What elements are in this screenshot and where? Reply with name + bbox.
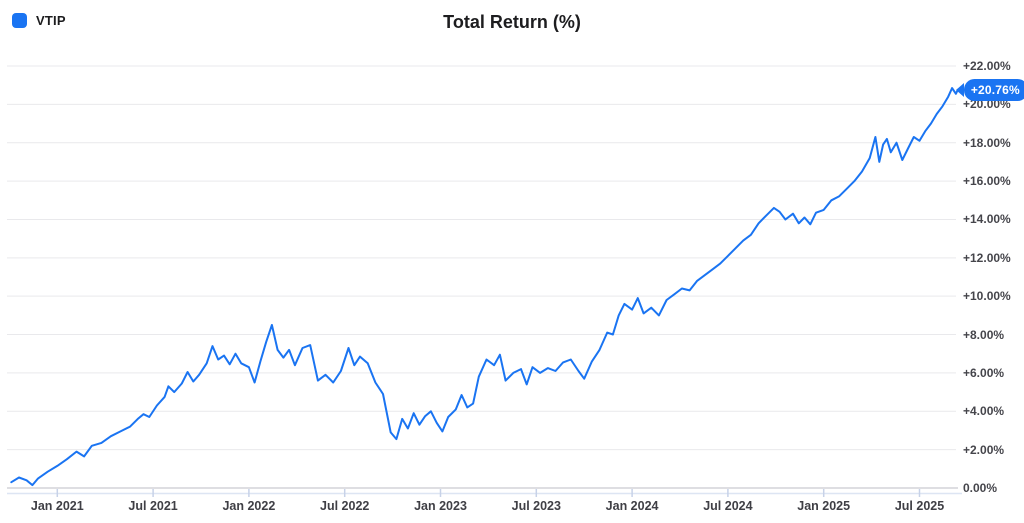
y-tick-label: +18.00% xyxy=(963,135,1011,150)
y-tick-label: +12.00% xyxy=(963,250,1011,265)
y-tick-label: +22.00% xyxy=(963,59,1011,73)
chart-title: Total Return (%) xyxy=(443,12,581,32)
y-tick-label: +6.00% xyxy=(963,365,1005,380)
x-tick-label: Jul 2021 xyxy=(128,499,178,513)
y-tick-label: +14.00% xyxy=(963,212,1011,227)
y-tick-label: 0.00% xyxy=(963,481,998,495)
y-tick-label: +10.00% xyxy=(963,289,1011,304)
x-tick-label: Jan 2021 xyxy=(30,499,84,513)
x-tick-label: Jul 2025 xyxy=(894,499,945,513)
x-tick-label: Jan 2025 xyxy=(797,499,851,513)
last-value-badge: +20.76% xyxy=(955,79,1024,102)
legend-label: VTIP xyxy=(36,13,66,28)
x-tick-label: Jul 2022 xyxy=(320,499,370,513)
badge-arrow-icon xyxy=(955,83,964,98)
x-tick-label: Jan 2023 xyxy=(414,499,467,513)
x-tick-label: Jan 2022 xyxy=(222,499,276,513)
x-tick-label: Jul 2024 xyxy=(703,499,753,513)
badge-value: +20.76% xyxy=(963,79,1024,102)
y-tick-label: +2.00% xyxy=(963,442,1005,457)
vtip-line-series[interactable] xyxy=(10,87,959,487)
legend-item-vtip[interactable]: VTIP xyxy=(12,13,66,28)
x-tick-label: Jul 2023 xyxy=(511,499,561,513)
y-tick-label: +16.00% xyxy=(963,174,1011,189)
x-tick-label: Jan 2024 xyxy=(605,499,659,513)
y-tick-label: +8.00% xyxy=(963,327,1005,342)
gridlines xyxy=(7,65,958,489)
y-tick-label: +4.00% xyxy=(963,404,1005,419)
legend-swatch-icon xyxy=(12,13,27,28)
x-axis-ticks xyxy=(7,489,962,497)
